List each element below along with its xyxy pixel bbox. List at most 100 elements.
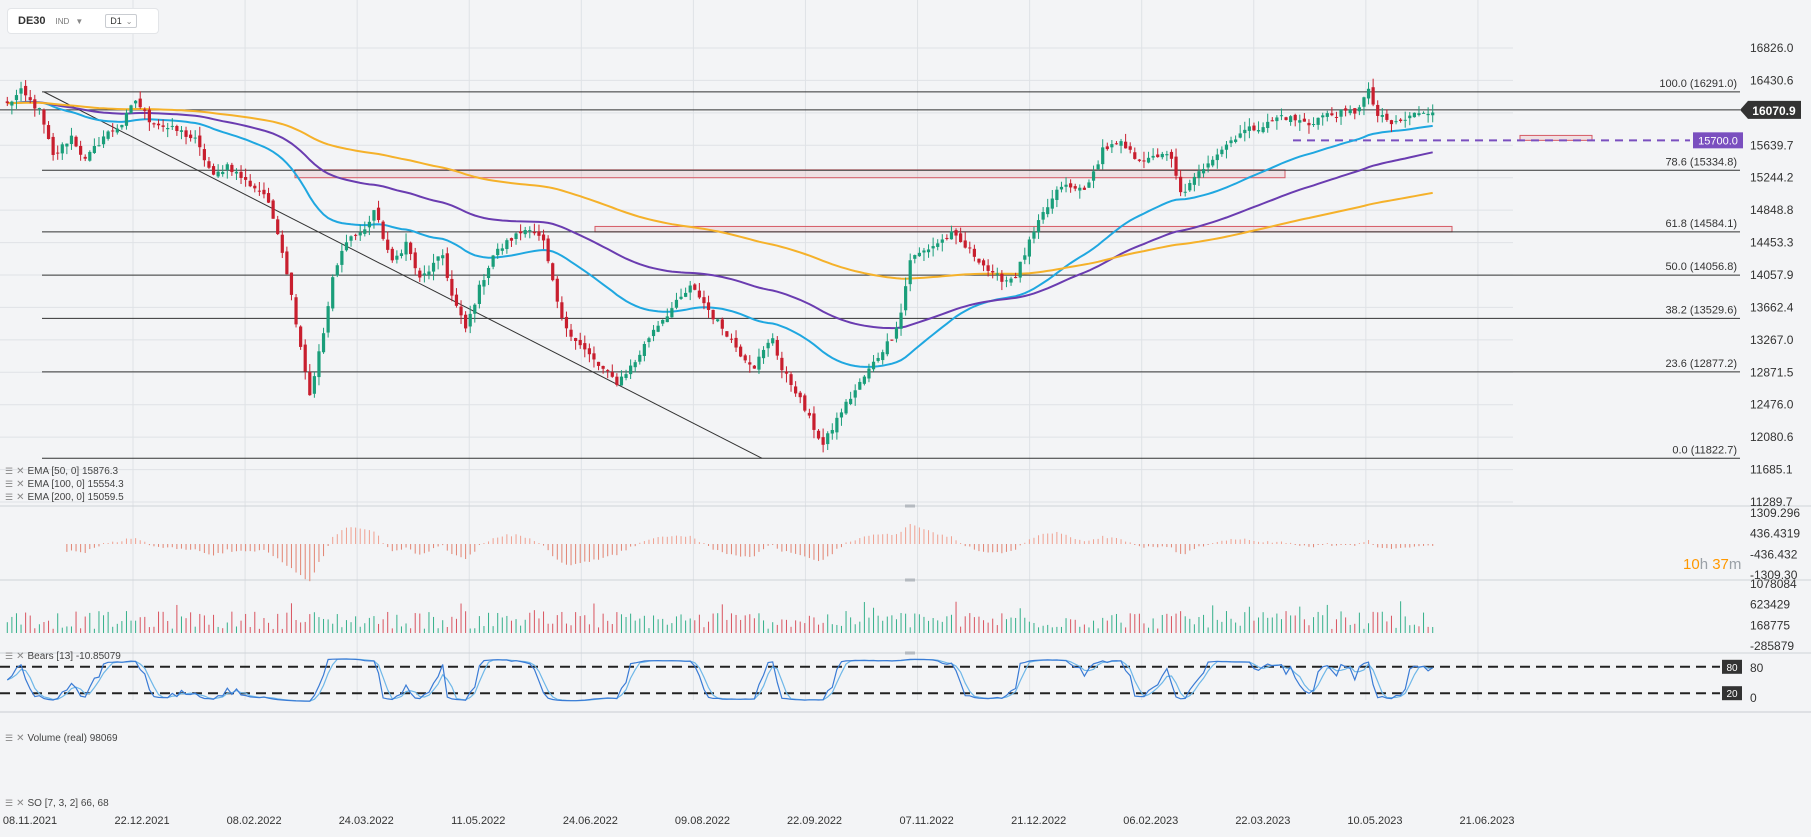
symbol-dropdown-icon[interactable]: ▼ — [75, 16, 84, 26]
candle-body — [1357, 107, 1361, 112]
candle-body — [1366, 88, 1371, 99]
volume-bar — [675, 616, 677, 633]
bears-bar — [1239, 539, 1241, 544]
bears-bar — [1028, 539, 1030, 544]
supply-demand-zone[interactable] — [1519, 134, 1593, 141]
ema100-line[interactable] — [7, 101, 1433, 330]
volume-bar — [304, 621, 306, 633]
timeframe-select[interactable]: D1 ⌄ — [105, 14, 138, 28]
volume-bar — [359, 626, 361, 633]
volume-bar — [799, 621, 801, 633]
candle-body — [1238, 133, 1242, 138]
x-tick-label: 10.05.2023 — [1347, 815, 1402, 827]
volume-bar — [1390, 615, 1392, 633]
y-tick-label: 14453.3 — [1750, 236, 1794, 250]
bears-bar — [1395, 544, 1397, 549]
volume-bar — [442, 620, 444, 633]
candle-body — [51, 136, 55, 155]
candle-body — [381, 221, 385, 239]
settings-icon[interactable]: ☰ — [5, 479, 14, 489]
volume-bar — [1019, 608, 1021, 633]
y-tick-label: 1078084 — [1750, 577, 1797, 591]
candle-body — [794, 386, 798, 394]
candle-body — [193, 137, 197, 139]
volume-bar — [827, 614, 829, 633]
pane-resize-handle[interactable] — [905, 578, 915, 582]
volume-bar — [735, 614, 737, 633]
pane-resize-handle[interactable] — [905, 651, 915, 655]
y-axis[interactable]: 16826.016430.616035.315639.715244.214848… — [1693, 41, 1801, 705]
close-icon[interactable]: ✕ — [16, 479, 25, 490]
x-axis[interactable]: 08.11.2021 22.12.2021 08.02.2022 24.03.2022… — [0, 711, 1811, 827]
settings-icon[interactable]: ☰ — [5, 492, 14, 502]
ema200-line[interactable] — [7, 101, 1433, 280]
close-icon[interactable]: ✕ — [16, 798, 25, 809]
pane-resize-handle[interactable] — [905, 504, 915, 508]
bears-bar — [941, 534, 943, 544]
candle-body — [106, 131, 110, 139]
market-type: IND — [55, 16, 70, 26]
fib-level-label: 0.0 (11822.7) — [1672, 444, 1737, 456]
ema50-line[interactable] — [7, 100, 1433, 368]
volume-bar — [973, 617, 975, 633]
close-icon[interactable]: ✕ — [16, 733, 25, 744]
volume-bar — [749, 614, 751, 633]
candle-body — [56, 152, 60, 154]
volume-bar — [666, 624, 668, 633]
volume-bar — [859, 621, 861, 633]
candle-body — [349, 236, 353, 241]
volume-bar — [396, 614, 398, 633]
settings-icon[interactable]: ☰ — [5, 466, 14, 476]
candle-body — [83, 156, 87, 159]
bears-bar — [877, 534, 879, 544]
candle-body — [88, 151, 92, 161]
volume-bar — [561, 611, 563, 633]
bears-bar — [937, 534, 939, 544]
candle-body — [422, 273, 426, 276]
bears-bar — [1409, 544, 1411, 548]
supply-demand-zone[interactable] — [594, 225, 1453, 233]
close-icon[interactable]: ✕ — [16, 492, 25, 503]
x-tick-label: 06.02.2023 — [1123, 815, 1178, 827]
bears-bar — [547, 544, 549, 551]
candle-body — [230, 164, 234, 173]
close-icon[interactable]: ✕ — [16, 651, 25, 662]
bears-bar — [1235, 539, 1237, 544]
bears-bar — [740, 544, 742, 557]
candle-body — [972, 248, 976, 257]
symbol-name[interactable]: DE30 — [18, 15, 46, 27]
volume-bar — [1413, 624, 1415, 633]
bears-bar — [1262, 542, 1264, 544]
bears-bar — [1386, 544, 1388, 549]
candle-body — [560, 302, 564, 319]
volume-bar — [103, 615, 105, 633]
close-icon[interactable]: ✕ — [16, 466, 25, 477]
settings-icon[interactable]: ☰ — [5, 733, 14, 743]
candle-body — [399, 253, 404, 256]
settings-icon[interactable]: ☰ — [5, 798, 14, 808]
volume-bar — [909, 627, 911, 633]
bears-bar — [281, 544, 283, 563]
bears-bar — [1248, 539, 1250, 544]
bears-bar — [1423, 544, 1425, 546]
candle-body — [803, 395, 807, 411]
volume-bar — [744, 615, 746, 633]
volume-bar — [1093, 620, 1095, 633]
candle-body — [1101, 147, 1105, 165]
bears-bar — [144, 541, 146, 544]
candle-body — [1192, 176, 1196, 185]
volume-bar — [478, 616, 480, 633]
candle-body — [748, 362, 752, 365]
y-tick-label: 12476.0 — [1750, 398, 1794, 412]
bears-bar — [1161, 544, 1163, 547]
candle-body — [33, 99, 37, 109]
volume-bar — [116, 623, 118, 633]
downtrend-line[interactable] — [43, 91, 763, 459]
supply-demand-zone[interactable] — [294, 169, 1286, 179]
settings-icon[interactable]: ☰ — [5, 651, 14, 661]
bears-bar — [588, 544, 590, 562]
volume-bar — [611, 624, 613, 633]
volume-bar — [48, 620, 50, 633]
candle-body — [1096, 164, 1100, 170]
